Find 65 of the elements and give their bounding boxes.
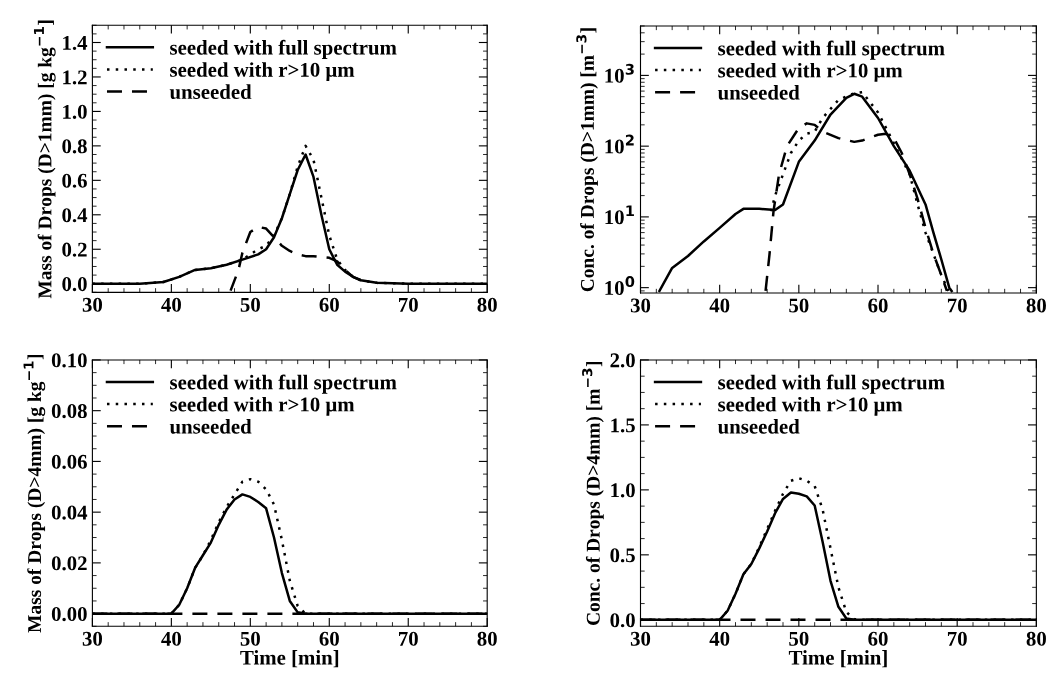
legend-label: unseeded bbox=[169, 84, 252, 100]
legend-label: seeded with r>10 μm bbox=[718, 396, 903, 416]
legend-label: seeded with r>10 μm bbox=[718, 62, 903, 82]
x-tick-label: 50 bbox=[240, 631, 260, 646]
legend-label: seeded with full spectrum bbox=[718, 40, 945, 60]
x-tick-label: 40 bbox=[709, 631, 730, 646]
x-tick-label: 60 bbox=[868, 298, 888, 313]
y-tick-label: 0.8 bbox=[62, 139, 87, 154]
x-tick-label: 30 bbox=[82, 631, 103, 646]
legend-label: seeded with full spectrum bbox=[170, 374, 397, 394]
y-tick-label: 2.0 bbox=[610, 353, 635, 368]
x-tick-label: 40 bbox=[161, 631, 181, 646]
x-tick-label: 70 bbox=[947, 298, 967, 313]
y-tick-label: 1.2 bbox=[63, 70, 87, 85]
x-axis-title: Time [min] bbox=[240, 650, 339, 668]
y-tick-label: 0.5 bbox=[610, 548, 635, 563]
x-tick-label: 80 bbox=[1026, 298, 1046, 313]
x-tick-label: 60 bbox=[868, 631, 888, 646]
legend-label: unseeded bbox=[169, 419, 252, 434]
x-tick-label: 30 bbox=[630, 298, 651, 313]
y-tick-label: 0.10 bbox=[51, 353, 87, 368]
y-tick-label: 10$^{2}$ bbox=[605, 134, 634, 154]
y-tick-label: 0.2 bbox=[62, 242, 87, 257]
x-tick-label: 50 bbox=[240, 297, 260, 312]
legend-label: unseeded bbox=[717, 419, 800, 434]
legend-label: unseeded bbox=[717, 85, 800, 100]
x-tick-label: 40 bbox=[709, 298, 730, 313]
x-tick-label: 70 bbox=[399, 297, 418, 312]
legend-label: seeded with r>10 μm bbox=[170, 62, 355, 82]
y-tick-label: 10$^{0}$ bbox=[605, 276, 635, 296]
x-axis-title: Time [min] bbox=[788, 650, 887, 668]
y-tick-label: 0.4 bbox=[62, 208, 88, 223]
legend-label: seeded with r>10 μm bbox=[170, 396, 355, 416]
x-tick-label: 80 bbox=[1026, 631, 1046, 646]
legend-label: seeded with full spectrum bbox=[170, 39, 397, 59]
legend-label: seeded with full spectrum bbox=[718, 374, 945, 394]
y-tick-label: 1.0 bbox=[63, 104, 87, 119]
y-axis-title: Mass of Drops (D>1mm) [g kg$^{−1}$] bbox=[33, 20, 56, 299]
y-axis-title: Conc. of Drops (D>4mm) [m$^{−3}$] bbox=[582, 361, 604, 625]
y-axis-title: Conc. of Drops (D>1mm) [m$^{−3}$] bbox=[576, 28, 598, 292]
y-tick-label: 0.00 bbox=[51, 607, 87, 622]
x-tick-label: 80 bbox=[477, 631, 497, 646]
y-tick-label: 0.02 bbox=[51, 556, 87, 571]
x-tick-label: 70 bbox=[947, 631, 967, 646]
x-tick-label: 40 bbox=[161, 297, 181, 312]
x-tick-label: 50 bbox=[789, 631, 809, 646]
x-tick-label: 60 bbox=[319, 297, 339, 312]
y-tick-label: 0.06 bbox=[51, 454, 87, 469]
y-tick-label: 0.0 bbox=[610, 613, 635, 628]
y-tick-label: 0.0 bbox=[62, 277, 87, 292]
y-tick-label: 0.6 bbox=[62, 173, 87, 188]
x-tick-label: 70 bbox=[399, 631, 418, 646]
y-tick-label: 10$^{3}$ bbox=[605, 63, 634, 83]
y-tick-label: 1.4 bbox=[63, 35, 88, 51]
y-tick-label: 0.08 bbox=[51, 404, 87, 419]
x-tick-label: 50 bbox=[789, 298, 809, 313]
x-tick-label: 30 bbox=[82, 297, 103, 312]
y-tick-label: 1.0 bbox=[611, 483, 635, 498]
y-tick-label: 1.5 bbox=[611, 418, 635, 433]
x-tick-label: 80 bbox=[477, 297, 497, 312]
y-axis-title: Mass of Drops (D>4mm) [g kg$^{−1}$] bbox=[23, 354, 46, 633]
y-tick-label: 0.04 bbox=[51, 505, 88, 520]
x-tick-label: 60 bbox=[319, 631, 339, 646]
x-tick-label: 30 bbox=[630, 631, 651, 646]
y-tick-label: 10$^{1}$ bbox=[605, 205, 634, 225]
